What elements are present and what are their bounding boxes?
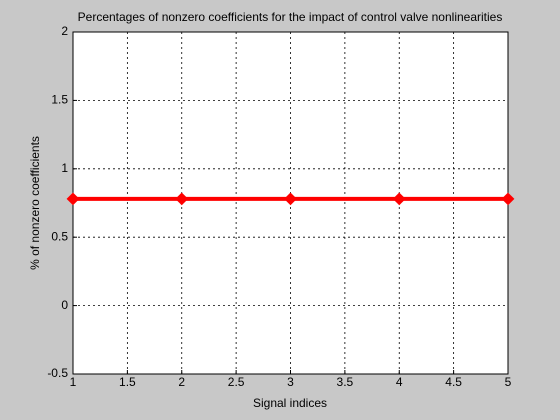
x-tick-label: 1.5	[119, 375, 136, 389]
marker	[392, 192, 406, 206]
marker	[175, 192, 189, 206]
y-tick-label: 0.5	[51, 229, 68, 243]
x-axis-label: Signal indices	[253, 396, 327, 410]
marker	[501, 192, 515, 206]
x-tick-label: 1	[70, 375, 77, 389]
y-tick-label: 0	[61, 298, 68, 312]
chart-title: Percentages of nonzero coefficients for …	[78, 10, 503, 24]
x-tick-label: 3.5	[337, 375, 354, 389]
y-axis-label: % of nonzero coefficients	[28, 136, 42, 270]
x-tick-label: 4.5	[445, 375, 462, 389]
y-tick-label: -0.5	[47, 366, 68, 380]
x-tick-label: 5	[505, 375, 512, 389]
marker	[284, 192, 297, 206]
y-tick-label: 1	[61, 161, 68, 175]
x-tick-label: 2	[178, 375, 185, 389]
y-tick-label: 1.5	[51, 93, 68, 107]
y-tick-label: 2	[61, 24, 68, 38]
x-tick-label: 4	[396, 375, 403, 389]
marker	[66, 192, 80, 206]
x-tick-label: 3	[287, 375, 294, 389]
x-tick-label: 2.5	[228, 375, 245, 389]
